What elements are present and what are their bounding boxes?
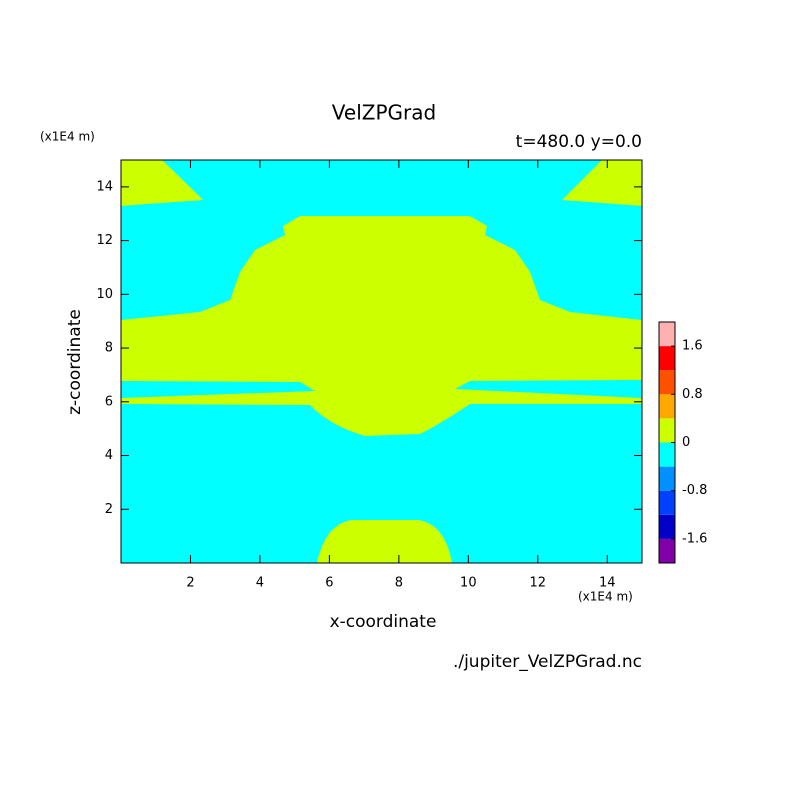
y-tick-label: 8: [105, 341, 113, 356]
x-tick-label: 12: [530, 576, 547, 591]
colorbar-tick-label: 1.6: [682, 339, 703, 354]
colorbar-segment: [659, 514, 675, 539]
y-tick-label: 10: [96, 287, 113, 302]
x-axis-label: x-coordinate: [330, 612, 437, 632]
colorbar-segment: [659, 418, 675, 443]
y-tick-label: 14: [96, 179, 113, 194]
colorbar-segment: [659, 394, 675, 419]
chart-title: VelZPGrad: [332, 101, 436, 125]
x-tick-label: 4: [256, 576, 264, 591]
colorbar-segment: [659, 538, 675, 563]
x-tick-label: 6: [325, 576, 333, 591]
y-tick-label: 2: [105, 502, 113, 517]
colorbar-segment: [659, 322, 675, 347]
contour-region: [562, 160, 642, 206]
source-file: ./jupiter_VelZPGrad.nc: [453, 652, 642, 672]
x-tick-label: 2: [186, 576, 194, 591]
colorbar-tick-label: -1.6: [682, 531, 707, 546]
contour-region: [121, 160, 203, 206]
x-tick-label: 8: [395, 576, 403, 591]
y-axis-label: z-coordinate: [65, 309, 85, 415]
x-unit: (x1E4 m): [578, 590, 633, 604]
contour-region: [317, 520, 452, 563]
colorbar-tick-label: 0: [682, 435, 690, 450]
y-tick-label: 12: [96, 233, 113, 248]
contour-region: [121, 216, 642, 436]
x-tick-label: 10: [460, 576, 477, 591]
colorbar-segment: [659, 466, 675, 491]
colorbar-segment: [659, 370, 675, 395]
colorbar-segment: [659, 442, 675, 467]
colorbar-tick-label: 0.8: [682, 387, 703, 402]
y-tick-label: 4: [105, 448, 113, 463]
colorbar-segment: [659, 346, 675, 371]
x-tick-label: 14: [599, 576, 616, 591]
subtitle: t=480.0 y=0.0: [516, 132, 642, 152]
colorbar-tick-label: -0.8: [682, 483, 707, 498]
y-tick-label: 6: [105, 394, 113, 409]
plot-frame: [120, 159, 643, 564]
plot-area: [120, 159, 643, 564]
colorbar-segment: [659, 490, 675, 515]
y-unit: (x1E4 m): [40, 130, 95, 144]
